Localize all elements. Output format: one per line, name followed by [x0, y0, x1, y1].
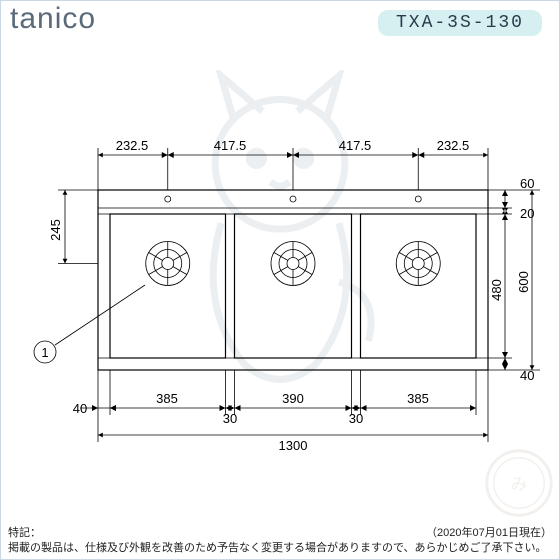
dim-r-480: 480 [489, 279, 504, 301]
dims-bottom: 40 385 30 390 30 385 1300 [73, 370, 488, 453]
technical-drawing: 232.5 417.5 417.5 232.5 245 1 60 20 480 … [0, 70, 560, 510]
dim-r-60: 60 [520, 176, 534, 191]
footer-label: 特記： [8, 527, 41, 539]
callout-1: 1 [34, 285, 145, 363]
dim-top-4: 232.5 [437, 138, 470, 153]
callout-label: 1 [41, 345, 48, 360]
drain-glyph-2 [271, 242, 315, 286]
drain-glyph-1 [146, 242, 190, 286]
model-badge: TXA-3S-130 [378, 10, 542, 36]
dim-left: 245 [48, 219, 63, 241]
dim-b-385a: 385 [156, 391, 178, 406]
dim-b-30a: 30 [223, 411, 237, 426]
dim-top-3: 417.5 [339, 138, 372, 153]
footer-date: （2020年07月01日現在） [426, 526, 552, 541]
footer: 特記： （2020年07月01日現在） 掲載の製品は、仕様及び外観を改善のため予… [8, 526, 552, 556]
dim-top-1: 232.5 [116, 138, 149, 153]
dim-r-40: 40 [520, 368, 534, 383]
dims-right: 60 20 480 40 600 [488, 176, 540, 383]
drain-glyph-3 [396, 242, 440, 286]
dim-b-30b: 30 [349, 411, 363, 426]
dim-r-600: 600 [516, 271, 531, 293]
dim-b-1300: 1300 [279, 438, 308, 453]
brand-logo: tanico [10, 2, 96, 36]
dim-b-40: 40 [73, 401, 87, 416]
dim-b-390: 390 [282, 391, 304, 406]
dims-top: 232.5 417.5 417.5 232.5 [98, 138, 488, 190]
dim-top-2: 417.5 [214, 138, 247, 153]
dim-b-385b: 385 [407, 391, 429, 406]
dims-left: 245 [48, 190, 98, 264]
footer-note: 掲載の製品は、仕様及び外観を改善のため予告なく変更する場合がありますので、あらか… [8, 542, 547, 554]
